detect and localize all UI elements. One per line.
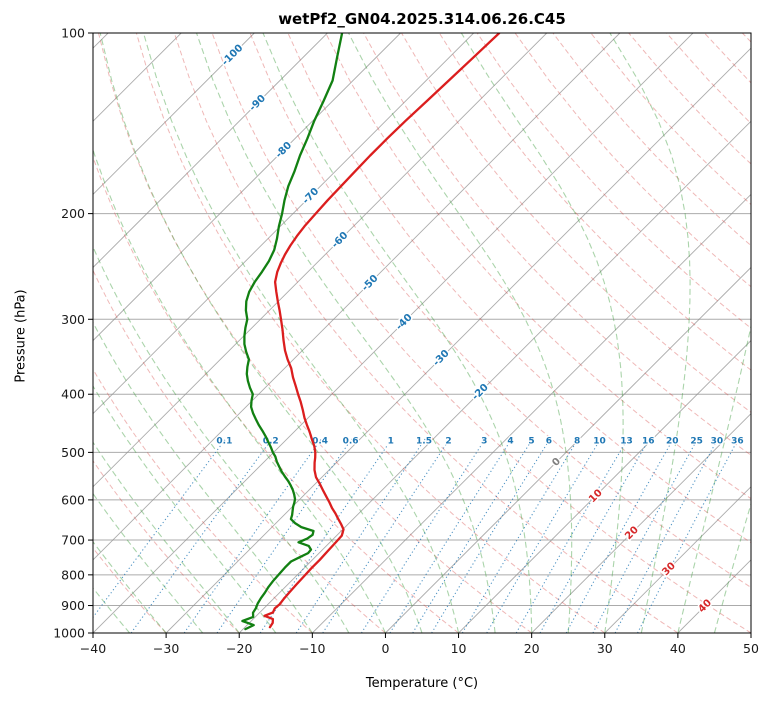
axis-tick-labels: −40 −30 −20 −10 0 10 20 30 40 5010020030040050060… [53,26,759,657]
svg-text:−10: −10 [299,641,325,656]
x-axis-label: Temperature (°C) [365,676,479,691]
svg-text:1.5: 1.5 [416,437,432,447]
svg-text:36: 36 [731,437,744,447]
svg-text:10: 10 [451,641,467,656]
isotherm-lines [93,33,751,633]
svg-text:30: 30 [711,437,724,447]
plot-border [92,32,752,634]
svg-text:30: 30 [597,641,613,656]
y-axis-label: Pressure (hPa) [13,289,29,383]
svg-text:−30: −30 [153,641,179,656]
svg-text:500: 500 [61,445,85,460]
mixing-ratio-lines [93,438,739,633]
svg-text:3: 3 [481,437,487,447]
axis-ticks [88,32,752,638]
svg-text:−20: −20 [226,641,252,656]
svg-text:50: 50 [743,641,759,656]
svg-text:200: 200 [61,206,85,221]
svg-text:40: 40 [670,641,686,656]
svg-text:8: 8 [574,437,580,447]
sounding-profiles [241,33,501,631]
plot-background [93,33,751,633]
svg-text:10: 10 [593,437,606,447]
dry-adiabat-lines [93,33,751,633]
pressure-gridlines [93,33,751,633]
svg-text:0: 0 [381,641,389,656]
svg-text:13: 13 [620,437,633,447]
svg-text:800: 800 [61,567,85,582]
svg-text:20: 20 [524,641,540,656]
svg-text:1000: 1000 [53,626,85,641]
svg-text:900: 900 [61,598,85,613]
mixing-ratio-labels: 0.1 0.2 0.4 0.6 1 1.5 2 3 4 5 6 8 10 13 16 20 25 30 36 [215,435,745,448]
svg-text:1: 1 [388,437,394,447]
svg-text:6: 6 [546,437,552,447]
svg-text:4: 4 [507,437,513,447]
svg-text:25: 25 [690,437,703,447]
temperature-profile-line [263,33,501,629]
svg-text:0.4: 0.4 [312,437,328,447]
svg-text:2: 2 [445,437,451,447]
svg-text:5: 5 [528,437,534,447]
dewpoint-profile-line [241,33,344,631]
svg-text:100: 100 [61,26,85,41]
svg-text:600: 600 [61,492,85,507]
svg-text:20: 20 [666,437,679,447]
svg-text:0.6: 0.6 [343,437,359,447]
svg-text:16: 16 [642,437,655,447]
svg-text:300: 300 [61,312,85,327]
svg-text:700: 700 [61,533,85,548]
svg-text:0.1: 0.1 [216,437,232,447]
chart-title: wetPf2_GN04.2025.314.06.26.C45 [278,10,566,28]
svg-text:400: 400 [61,387,85,402]
svg-text:−40: −40 [80,641,106,656]
